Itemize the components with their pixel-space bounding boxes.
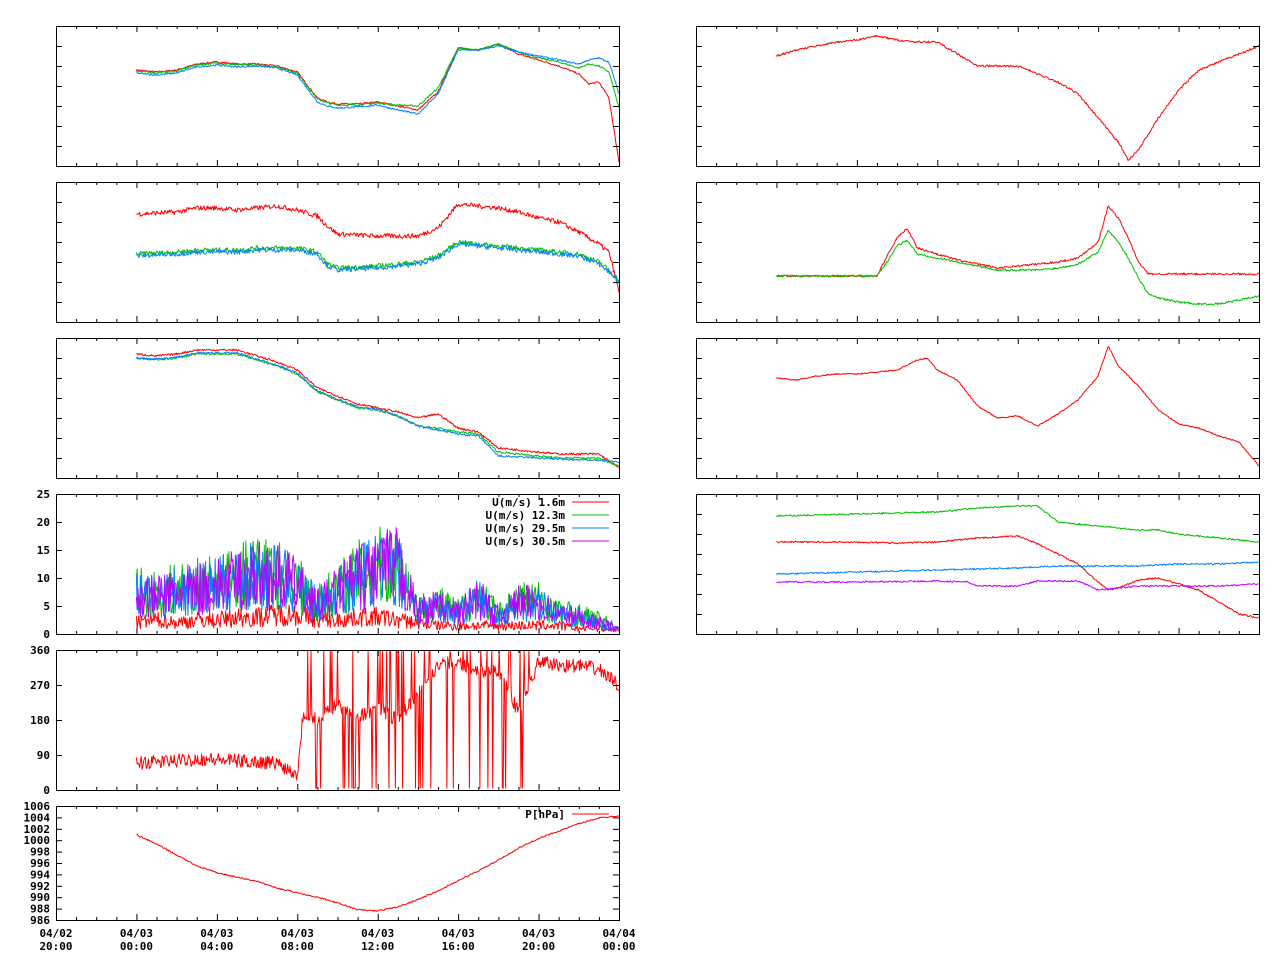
plot-frame [696, 338, 1260, 479]
series-line-2 [776, 561, 1259, 575]
y-tick-label: 992 [30, 880, 50, 893]
chart-left-panel-3 [56, 338, 620, 479]
series-group [776, 205, 1259, 306]
series-group [776, 504, 1259, 619]
plot-frame [56, 182, 620, 323]
x-tick-label-time: 00:00 [120, 940, 153, 953]
y-tick-label: 15 [37, 544, 50, 557]
y-tick-label: 996 [30, 857, 50, 870]
series-line-1 [776, 230, 1259, 306]
series-line-0 [775, 34, 1259, 161]
x-tick-label-time: 20:00 [522, 940, 555, 953]
y-tick-label: 10 [37, 572, 50, 585]
series-line-2 [136, 241, 619, 282]
series-group [136, 348, 619, 469]
series-line-1 [136, 352, 619, 467]
chart-right-panel-1 [696, 26, 1260, 167]
y-tick-label: 25 [37, 488, 50, 501]
series-line-2 [136, 351, 619, 464]
y-tick-label: 20 [37, 516, 50, 529]
series-line-2 [136, 44, 619, 115]
y-tick-label: 1006 [24, 800, 51, 813]
series-group [776, 346, 1259, 467]
x-tick-label-date: 04/02 [39, 927, 72, 940]
series-line-1 [136, 43, 619, 108]
series-group [135, 43, 619, 163]
series-line-1 [135, 239, 619, 282]
plot-frame [696, 26, 1260, 167]
series-group [135, 650, 619, 789]
legend-label: U(m/s) 29.5m [486, 522, 566, 535]
y-tick-label: 998 [30, 846, 50, 859]
x-tick-label-date: 04/03 [522, 927, 555, 940]
series-line-1 [776, 535, 1259, 619]
y-tick-label: 1000 [24, 834, 51, 847]
series-line-p-hpa- [136, 815, 619, 912]
x-tick-label-time: 00:00 [602, 940, 635, 953]
series-line-u-m-s-30-5m [135, 527, 619, 632]
y-tick-label: 5 [43, 600, 50, 613]
y-tick-label: 0 [43, 628, 50, 641]
chart-left-panel-1 [56, 26, 620, 167]
y-tick-label: 180 [30, 714, 50, 727]
x-tick-label-time: 20:00 [39, 940, 72, 953]
y-tick-label: 90 [37, 749, 50, 762]
x-tick-label-date: 04/03 [361, 927, 394, 940]
series-line-u-m-s-1-6m [135, 604, 619, 633]
chart-right-panel-3 [696, 338, 1260, 479]
legend-label: P[hPa] [525, 808, 565, 821]
chart-right-panel-4 [696, 494, 1260, 635]
legend-label: U(m/s) 12.3m [486, 509, 566, 522]
legend-label: U(m/s) 30.5m [486, 535, 566, 548]
series-line-3 [776, 579, 1259, 591]
y-tick-label: 270 [30, 679, 50, 692]
x-tick-label-time: 08:00 [281, 940, 314, 953]
x-tick-label-date: 04/03 [442, 927, 475, 940]
series-group [775, 34, 1259, 161]
y-tick-label: 990 [30, 891, 50, 904]
y-tick-label: 360 [30, 644, 50, 657]
series-line-0 [135, 43, 619, 163]
series-line-0 [776, 504, 1259, 543]
chart-wind-direction: 0 90 180 270 360 [30, 644, 620, 797]
series-line-0 [136, 202, 619, 293]
y-tick-label: 988 [30, 903, 50, 916]
chart-right-panel-2 [696, 182, 1260, 323]
x-tick-label-date: 04/03 [281, 927, 314, 940]
x-tick-label-date: 04/04 [602, 927, 635, 940]
x-tick-label-date: 04/03 [120, 927, 153, 940]
series-group [136, 815, 619, 912]
legend-label: U(m/s) 1.6m [492, 496, 565, 509]
y-tick-label: 994 [30, 868, 50, 881]
chart-left-panel-2 [56, 182, 620, 323]
x-tick-label-time: 16:00 [442, 940, 475, 953]
series-line-0 [776, 346, 1259, 467]
series-line-0 [136, 348, 619, 469]
plot-frame [56, 26, 620, 167]
series-line-0 [776, 205, 1259, 278]
x-tick-label-time: 12:00 [361, 940, 394, 953]
plot-frame [56, 806, 620, 921]
x-tick-label-date: 04/03 [200, 927, 233, 940]
y-tick-label: 1002 [24, 823, 51, 836]
series-group [135, 202, 619, 293]
y-tick-label: 0 [43, 784, 50, 797]
y-tick-label: 986 [30, 914, 50, 927]
y-tick-label: 1004 [24, 811, 51, 824]
x-tick-label-time: 04:00 [200, 940, 233, 953]
series-group [135, 526, 619, 633]
series-line-0 [135, 650, 619, 789]
